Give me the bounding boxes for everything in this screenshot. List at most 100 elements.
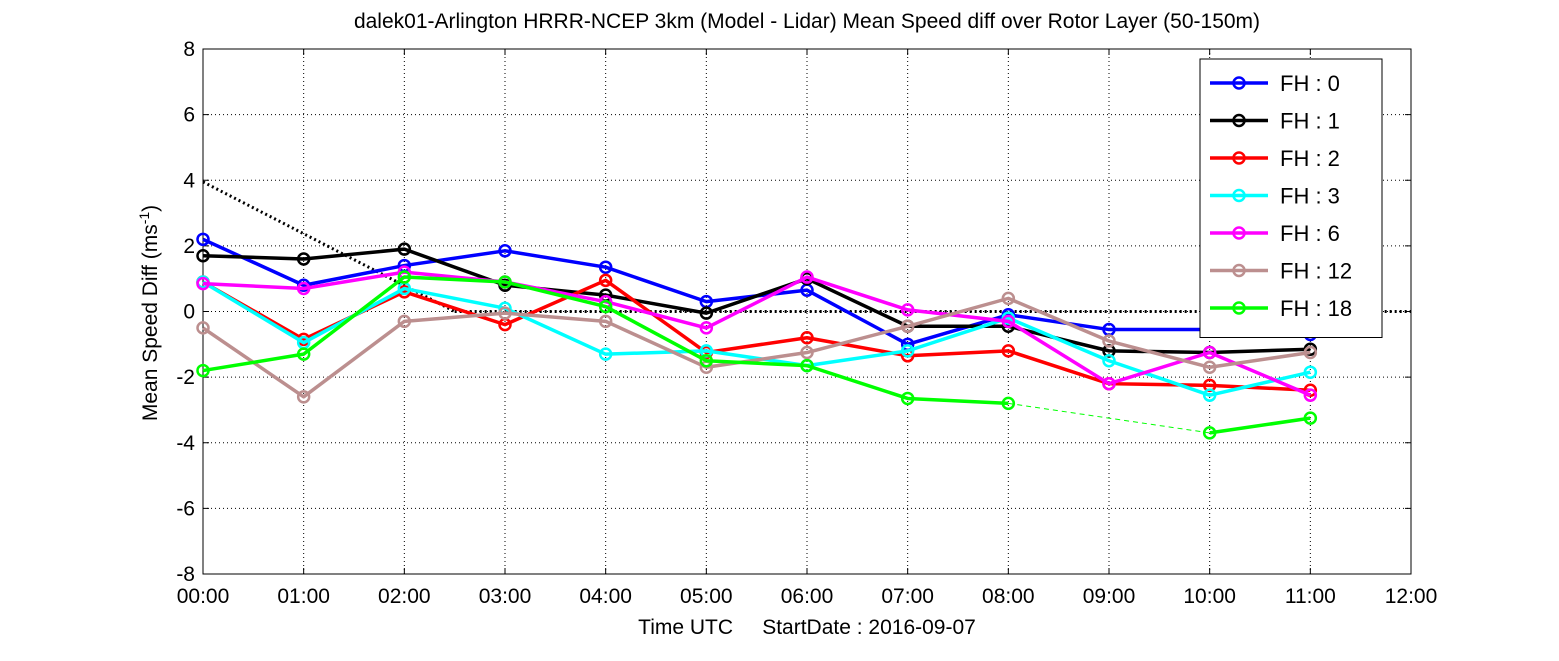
series-0 [196, 232, 1318, 352]
data-point [1303, 388, 1318, 402]
series-line [202, 237, 1311, 347]
y-axis-label-sup: -1 [136, 212, 152, 225]
data-point [699, 353, 714, 368]
y-tick-label: 2 [183, 235, 195, 258]
y-axis: 8 6 4 2 0 -2 -4 -6 -8 [176, 38, 1411, 586]
series-line [202, 247, 1311, 355]
legend-entry: FH : 2 [1280, 146, 1340, 171]
data-point [296, 281, 311, 296]
data-point [296, 252, 311, 266]
series-line [202, 296, 1311, 399]
data-point [598, 347, 613, 361]
y-tick-label: 6 [183, 104, 195, 127]
data-point [598, 273, 613, 288]
x-tick-label: 09:00 [1083, 585, 1136, 608]
data-point [1303, 383, 1318, 397]
chart-title: dalek01-Arlington HRRR-NCEP 3km (Model -… [354, 10, 1260, 33]
data-point [1303, 411, 1318, 425]
data-point [196, 232, 210, 247]
data-point [1303, 345, 1318, 360]
legend-swatch-marker [1232, 76, 1246, 90]
data-point [1001, 314, 1016, 329]
legend-swatch-marker [1232, 151, 1246, 165]
data-point [1001, 396, 1016, 411]
data-point [1001, 344, 1016, 358]
legend-entry: FH : 18 [1280, 296, 1352, 321]
data-point [598, 299, 613, 314]
x-tick-label: 03:00 [479, 585, 532, 608]
y-tick-label: -6 [176, 497, 195, 520]
data-point [900, 391, 915, 406]
data-point [900, 344, 915, 358]
x-tick-label: 12:00 [1385, 585, 1438, 608]
legend-swatch-marker [1232, 113, 1246, 128]
y-axis-label-tail: ) [139, 205, 162, 212]
series-group [196, 232, 1318, 440]
dashed-gap-segment [1008, 402, 1210, 434]
series-6 [196, 270, 1318, 440]
data-point [1001, 291, 1016, 306]
data-point [196, 321, 210, 335]
legend-box [1199, 58, 1383, 338]
legend-entry: FH : 1 [1280, 109, 1340, 134]
data-point [800, 331, 814, 345]
data-point [900, 303, 915, 317]
data-point [1202, 345, 1217, 360]
data-point [196, 276, 210, 291]
legend-swatch-marker [1232, 226, 1246, 240]
series-1 [196, 242, 1318, 360]
data-point [1102, 376, 1116, 391]
x-tick-label: 05:00 [680, 585, 733, 608]
y-axis-label: Mean Speed Diff (ms-1) [136, 205, 162, 421]
data-point [1202, 388, 1217, 402]
y-axis-label-main: Mean Speed Diff (ms [139, 224, 162, 421]
y-tick-label: 4 [183, 169, 195, 192]
series-line [202, 280, 1311, 397]
data-point [800, 270, 814, 284]
legend-swatch-marker [1232, 188, 1246, 203]
x-axis: 00:00 01:00 02:00 03:00 04:00 05:00 06:00 07:00… [177, 49, 1438, 608]
x-tick-label: 11:00 [1285, 585, 1336, 608]
series-line [202, 270, 1312, 397]
x-tick-label: 08:00 [982, 585, 1035, 608]
x-tick-label: 06:00 [781, 585, 834, 608]
y-tick-label: 0 [183, 301, 195, 324]
data-point [699, 321, 714, 335]
data-point [699, 306, 714, 320]
series-2 [196, 273, 1318, 397]
series-4 [196, 265, 1318, 402]
data-point [598, 260, 613, 274]
legend-entry: FH : 0 [1280, 71, 1340, 96]
series-5 [196, 291, 1318, 404]
legend-entry: FH : 12 [1280, 259, 1352, 284]
data-point [498, 306, 512, 320]
x-tick-label: 07:00 [881, 585, 934, 608]
y-tick-label: 8 [183, 38, 195, 61]
data-point [196, 248, 210, 263]
x-tick-label: 04:00 [579, 585, 632, 608]
data-point [296, 347, 311, 361]
data-point [1202, 426, 1217, 440]
y-tick-label: -8 [176, 563, 195, 586]
data-point [1102, 353, 1116, 368]
data-point [800, 358, 814, 373]
data-point [498, 244, 512, 258]
legend: FH : 0 FH : 1 FH : 2 FH : 3 FH : 6 FH : 12 FH … [1199, 58, 1383, 338]
legend-swatch-marker [1232, 263, 1246, 278]
x-tick-label: 00:00 [177, 585, 230, 608]
series-line [1209, 416, 1311, 435]
legend-entry: FH : 6 [1280, 221, 1340, 246]
data-point [397, 314, 412, 329]
y-tick-label: -2 [176, 366, 195, 389]
x-axis-label: Time UTC StartDate : 2016-09-07 [638, 616, 976, 639]
grid [203, 49, 1411, 574]
data-point [498, 275, 512, 289]
x-tick-label: 02:00 [378, 585, 431, 608]
legend-swatch-marker [1232, 301, 1246, 315]
data-point [196, 363, 210, 378]
data-point [397, 242, 412, 256]
data-point [296, 390, 311, 404]
legend-entry: FH : 3 [1280, 184, 1340, 209]
